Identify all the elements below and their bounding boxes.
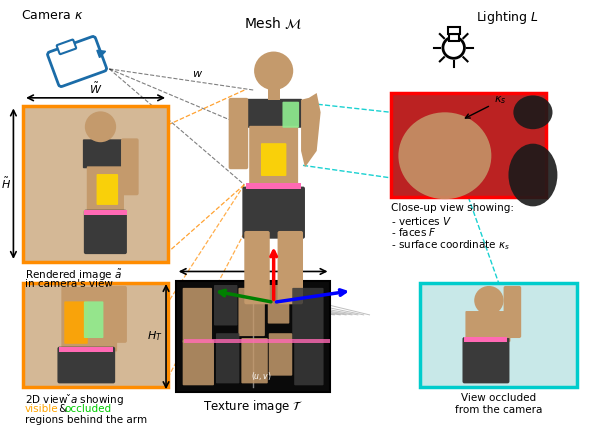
Ellipse shape — [399, 112, 491, 199]
FancyBboxPatch shape — [238, 288, 265, 336]
FancyBboxPatch shape — [241, 338, 268, 383]
FancyBboxPatch shape — [292, 288, 324, 340]
Bar — [23, 106, 168, 262]
FancyBboxPatch shape — [504, 286, 521, 338]
Circle shape — [254, 52, 293, 90]
FancyBboxPatch shape — [97, 174, 118, 205]
Text: - faces $F$: - faces $F$ — [391, 226, 437, 238]
Text: Lighting $L$: Lighting $L$ — [476, 9, 539, 26]
FancyBboxPatch shape — [216, 333, 239, 383]
Text: $(u,v)$: $(u,v)$ — [251, 369, 271, 382]
FancyBboxPatch shape — [109, 286, 127, 343]
Bar — [59, 347, 113, 351]
Text: Rendered image $\tilde{a}$: Rendered image $\tilde{a}$ — [25, 268, 122, 282]
FancyBboxPatch shape — [229, 98, 248, 169]
Text: $\tilde{W}$: $\tilde{W}$ — [89, 81, 102, 96]
Bar — [268, 88, 280, 100]
Text: 2D view $\check{a}$ showing: 2D view $\check{a}$ showing — [25, 392, 124, 407]
FancyBboxPatch shape — [121, 138, 138, 195]
Text: visible: visible — [25, 403, 59, 414]
Text: from the camera: from the camera — [455, 405, 542, 414]
Bar — [184, 339, 330, 343]
Polygon shape — [97, 50, 106, 58]
FancyBboxPatch shape — [57, 40, 76, 54]
Text: Mesh $\mathcal{M}$: Mesh $\mathcal{M}$ — [244, 15, 303, 31]
FancyBboxPatch shape — [61, 287, 117, 351]
Text: $W_T$: $W_T$ — [244, 256, 262, 270]
Bar — [176, 281, 330, 392]
Bar — [421, 283, 577, 387]
Text: Texture image $\mathcal{T}$: Texture image $\mathcal{T}$ — [203, 398, 303, 415]
Bar — [84, 210, 127, 215]
Text: occluded: occluded — [64, 403, 112, 414]
FancyBboxPatch shape — [84, 210, 127, 254]
FancyBboxPatch shape — [249, 126, 298, 186]
Text: $w$: $w$ — [192, 69, 203, 79]
Text: $\tilde{H}$: $\tilde{H}$ — [1, 176, 11, 191]
Bar — [391, 93, 546, 197]
Text: - surface coordinate $\kappa_s$: - surface coordinate $\kappa_s$ — [391, 238, 510, 251]
Text: Camera $\kappa$: Camera $\kappa$ — [21, 9, 84, 22]
Text: &: & — [56, 403, 71, 414]
FancyBboxPatch shape — [48, 37, 106, 86]
Circle shape — [443, 37, 465, 58]
FancyBboxPatch shape — [277, 231, 303, 304]
Bar — [449, 34, 459, 41]
Ellipse shape — [508, 144, 557, 206]
FancyBboxPatch shape — [64, 301, 88, 344]
Ellipse shape — [513, 95, 552, 129]
Bar — [247, 183, 301, 189]
Bar — [448, 27, 460, 34]
Text: $\kappa_s$: $\kappa_s$ — [465, 95, 506, 118]
FancyBboxPatch shape — [283, 102, 299, 128]
Text: Close-up view showing:: Close-up view showing: — [391, 203, 514, 213]
Circle shape — [474, 286, 504, 315]
FancyBboxPatch shape — [83, 139, 128, 168]
FancyBboxPatch shape — [268, 285, 289, 324]
FancyBboxPatch shape — [87, 166, 124, 215]
FancyBboxPatch shape — [466, 311, 510, 342]
Bar — [23, 283, 168, 387]
FancyBboxPatch shape — [268, 333, 292, 376]
Text: View occluded: View occluded — [461, 393, 536, 403]
Text: in camera's view: in camera's view — [25, 279, 113, 289]
FancyBboxPatch shape — [58, 347, 115, 383]
FancyBboxPatch shape — [242, 187, 305, 239]
FancyBboxPatch shape — [183, 288, 212, 343]
Bar — [465, 337, 507, 342]
FancyBboxPatch shape — [244, 231, 270, 304]
FancyBboxPatch shape — [294, 340, 324, 385]
FancyBboxPatch shape — [183, 340, 214, 385]
FancyBboxPatch shape — [463, 337, 510, 383]
Polygon shape — [301, 93, 321, 167]
Text: $H_T$: $H_T$ — [147, 329, 162, 343]
FancyBboxPatch shape — [214, 285, 238, 325]
FancyBboxPatch shape — [261, 143, 286, 176]
FancyBboxPatch shape — [245, 99, 302, 128]
Text: regions behind the arm: regions behind the arm — [25, 415, 147, 425]
Text: - vertices $V$: - vertices $V$ — [391, 215, 453, 227]
Circle shape — [85, 111, 116, 142]
FancyBboxPatch shape — [84, 301, 103, 338]
